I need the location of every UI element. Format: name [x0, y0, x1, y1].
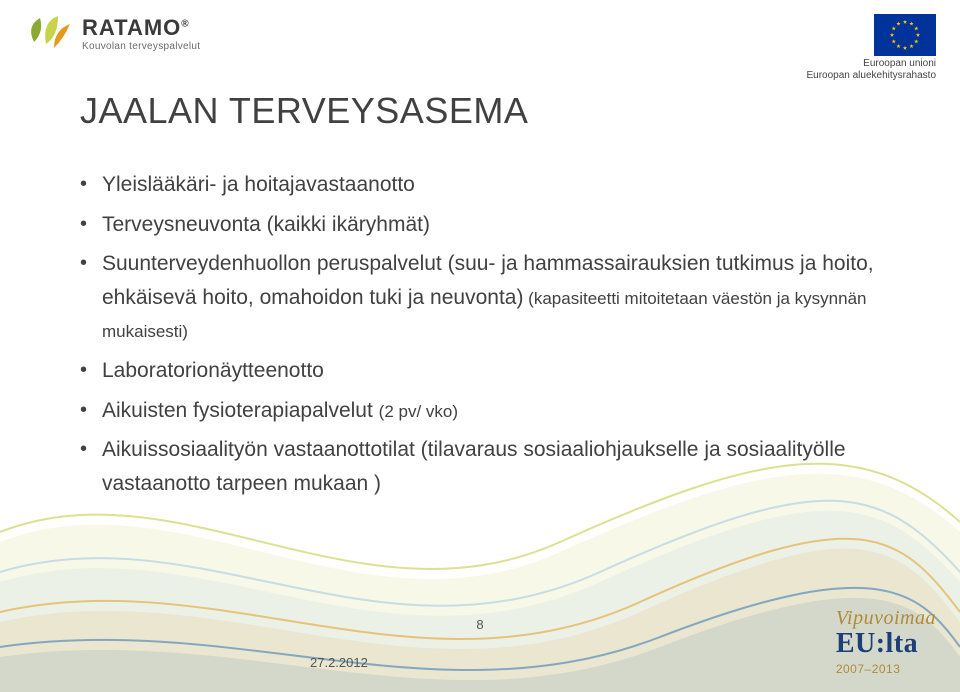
- vipu-line1: Vipuvoimaa: [836, 607, 936, 630]
- list-item: Aikuisten fysioterapiapalvelut (2 pv/ vk…: [80, 394, 880, 428]
- list-item: Suunterveydenhuollon peruspalvelut (suu-…: [80, 247, 880, 348]
- page-number: 8: [476, 617, 483, 632]
- page-title: JAALAN TERVEYSASEMA: [80, 90, 880, 132]
- eu-caption-line1: Euroopan unioni: [806, 58, 936, 70]
- bullet-text: Aikuisten fysioterapiapalvelut: [102, 399, 379, 422]
- registered-mark: ®: [181, 18, 189, 29]
- bullet-list: Yleislääkäri- ja hoitajavastaanotto Terve…: [80, 168, 880, 500]
- list-item: Yleislääkäri- ja hoitajavastaanotto: [80, 168, 880, 202]
- eu-caption-line2: Euroopan aluekehitysrahasto: [806, 70, 936, 82]
- list-item: Aikuissosiaalityön vastaanottotilat (til…: [80, 433, 880, 500]
- ratamo-brand: RATAMO: [82, 15, 181, 40]
- list-item: Terveysneuvonta (kaikki ikäryhmät): [80, 208, 880, 242]
- ratamo-leaf-icon: [24, 12, 72, 54]
- logo-vipuvoimaa: Vipuvoimaa EU:lta 2007–2013: [836, 607, 936, 676]
- bullet-text: Terveysneuvonta (kaikki ikäryhmät): [102, 213, 430, 236]
- vipu-years: 2007–2013: [836, 662, 936, 676]
- eu-flag-icon: [874, 14, 936, 56]
- eu-caption: Euroopan unioni Euroopan aluekehitysraha…: [806, 58, 936, 81]
- list-item: Laboratorionäytteenotto: [80, 354, 880, 388]
- bullet-text: Yleislääkäri- ja hoitajavastaanotto: [102, 173, 415, 196]
- footer-date: 27.2.2012: [310, 655, 368, 670]
- bullet-note: (2 pv/ vko): [379, 402, 458, 421]
- vipu-line2: EU:lta: [836, 628, 936, 660]
- bullet-text: Laboratorionäytteenotto: [102, 359, 324, 382]
- logo-eu-top: Euroopan unioni Euroopan aluekehitysraha…: [806, 14, 936, 81]
- ratamo-text: RATAMO® Kouvolan terveyspalvelut: [82, 15, 200, 52]
- bullet-text: Aikuissosiaalityön vastaanottotilat (til…: [102, 438, 846, 495]
- ratamo-sub: Kouvolan terveyspalvelut: [82, 41, 200, 52]
- logo-ratamo: RATAMO® Kouvolan terveyspalvelut: [24, 12, 200, 54]
- slide: RATAMO® Kouvolan terveyspalvelut Euroopa…: [0, 0, 960, 692]
- content: JAALAN TERVEYSASEMA Yleislääkäri- ja hoi…: [80, 90, 880, 506]
